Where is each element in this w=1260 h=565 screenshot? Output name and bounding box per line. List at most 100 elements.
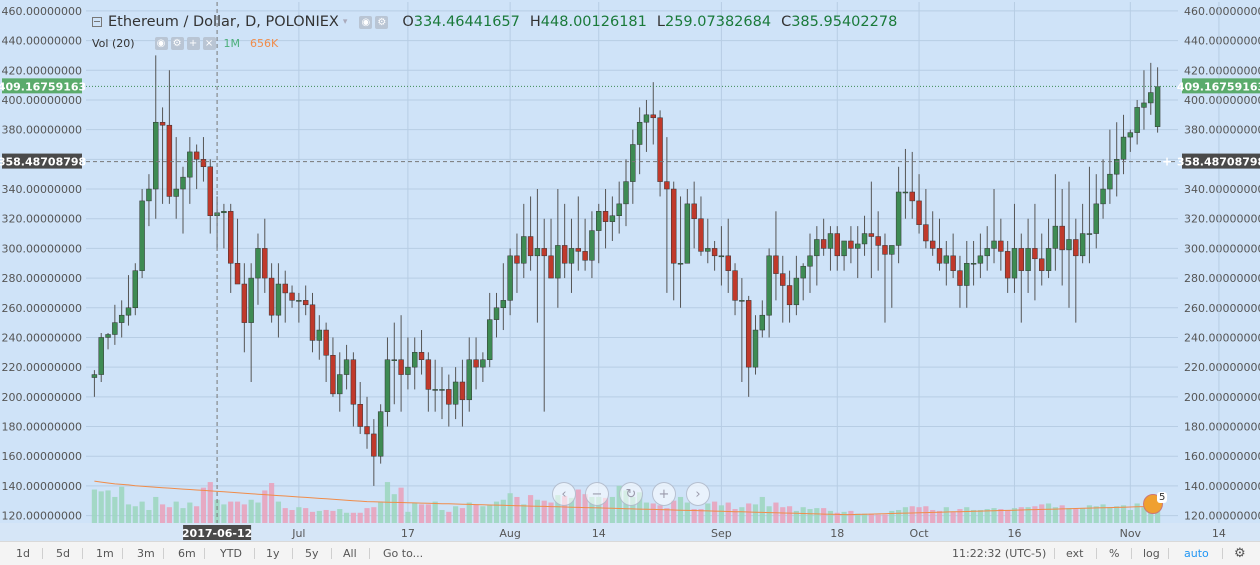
volume-bar — [562, 496, 568, 523]
log-scale-button[interactable]: log — [1143, 547, 1160, 560]
volume-bar — [214, 499, 220, 523]
candle-body — [493, 307, 500, 320]
reset-icon[interactable]: ↻ — [619, 482, 643, 506]
left-axis-tick-label: 460.00000000 — [2, 5, 82, 18]
volume-bar — [398, 487, 404, 523]
candle-body — [432, 389, 438, 391]
volume-bar — [725, 502, 731, 523]
eye-icon[interactable]: ◉ — [359, 15, 373, 29]
flag-count: 5 — [1157, 492, 1168, 503]
volume-bar — [1059, 505, 1065, 523]
close-icon[interactable]: × — [202, 36, 216, 50]
dropdown-icon[interactable]: ▾ — [342, 17, 348, 27]
volume-bar — [1134, 503, 1140, 523]
range-button-3m[interactable]: 3m — [137, 547, 155, 560]
extended-hours-button[interactable]: ext — [1066, 547, 1084, 560]
volume-bar — [309, 511, 316, 523]
range-button-5d[interactable]: 5d — [56, 547, 70, 560]
zoom-out-icon[interactable]: − — [585, 482, 609, 506]
add-alert-icon[interactable]: + — [1162, 155, 1172, 169]
legend-title-row: Ethereum / Dollar, D, POLONIEX ▾ ◉ ⚙ O 3… — [92, 12, 897, 32]
volume-bar — [1148, 507, 1154, 523]
candle-body — [153, 121, 159, 190]
goto-button[interactable]: Go to... — [383, 547, 424, 560]
volume-bar — [527, 495, 534, 523]
symbol-title[interactable]: Ethereum / Dollar, D, POLONIEX — [108, 14, 339, 30]
eye-icon[interactable]: ◉ — [154, 36, 168, 50]
right-axis-tick-label: 280.00000000 — [1184, 272, 1260, 285]
scroll-left-icon[interactable]: ‹ — [552, 482, 576, 506]
candle-body — [1154, 86, 1161, 127]
candle-body — [105, 334, 111, 338]
right-axis-tick-label: 120.00000000 — [1184, 510, 1260, 523]
range-button-1d[interactable]: 1d — [16, 547, 30, 560]
range-button-5y[interactable]: 5y — [305, 547, 319, 560]
volume-bar — [357, 512, 363, 523]
percent-scale-button[interactable]: % — [1109, 547, 1120, 560]
settings-icon[interactable]: ⚙ — [170, 36, 184, 50]
right-axis-tick-label: 140.00000000 — [1184, 480, 1260, 493]
candle-body — [977, 255, 984, 264]
candle-body — [548, 255, 554, 279]
candle-body — [1100, 188, 1106, 205]
candle-body — [936, 248, 943, 264]
close-label: C — [781, 14, 792, 30]
volume-bar — [166, 507, 172, 523]
volume-bar — [916, 507, 922, 523]
volume-bar — [1032, 506, 1038, 523]
volume-bar — [248, 499, 254, 523]
settings-icon[interactable]: ⚙ — [375, 15, 389, 29]
candle-body — [602, 211, 609, 222]
candle-body — [991, 240, 997, 249]
range-button-ytd[interactable]: YTD — [220, 547, 242, 560]
candle-body — [657, 117, 663, 182]
time-axis-tick-label: Aug — [499, 527, 520, 540]
zoom-in-icon[interactable]: + — [652, 482, 676, 506]
left-axis-tick-label: 160.00000000 — [2, 450, 82, 463]
low-label: L — [656, 14, 665, 30]
candle-body — [452, 381, 459, 405]
volume-bar — [875, 514, 881, 523]
time-axis-tick-label: Sep — [711, 527, 732, 540]
gear-icon[interactable]: ⚙ — [1234, 546, 1246, 561]
range-button-all[interactable]: All — [343, 547, 357, 560]
candle-body — [1120, 136, 1127, 160]
price-chart[interactable]: 460.00000000 460.00000000 440.00000000 440.… — [0, 0, 1260, 541]
plot-background[interactable] — [86, 0, 1178, 523]
candle-body — [425, 359, 432, 390]
range-button-6m[interactable]: 6m — [178, 547, 196, 560]
range-button-1y[interactable]: 1y — [266, 547, 280, 560]
volume-bar — [896, 509, 902, 523]
volume-bar — [200, 487, 207, 523]
scroll-right-icon[interactable]: › — [686, 482, 710, 506]
volume-bar — [739, 507, 745, 523]
crosshair-price-label-right: 358.48708798 — [1177, 156, 1260, 169]
candle-body — [98, 337, 104, 375]
left-axis-tick-label: 380.00000000 — [2, 124, 82, 137]
time-axis-background[interactable] — [0, 523, 1260, 541]
right-axis-tick-label: 340.00000000 — [1184, 183, 1260, 196]
right-axis-tick-label: 320.00000000 — [1184, 213, 1260, 226]
volume-bar — [289, 509, 295, 523]
toolbar-divider — [82, 548, 83, 559]
volume-bar — [732, 509, 738, 523]
volume-bar — [943, 507, 949, 523]
candle-body — [1066, 239, 1072, 251]
auto-scale-button[interactable]: auto — [1184, 547, 1209, 560]
candle-body — [439, 389, 445, 391]
volume-bar — [330, 510, 336, 523]
candle-body — [827, 233, 834, 249]
events-flag[interactable]: 5 — [1143, 492, 1179, 516]
volume-bar — [650, 503, 656, 523]
volume-label[interactable]: Vol (20) — [92, 36, 135, 50]
volume-ma-value: 656K — [250, 36, 279, 50]
volume-bar — [487, 505, 493, 523]
collapse-icon[interactable] — [92, 17, 102, 27]
volume-bar — [827, 510, 834, 523]
add-icon[interactable]: + — [186, 36, 200, 50]
volume-bar — [1025, 507, 1031, 523]
range-button-1m[interactable]: 1m — [96, 547, 114, 560]
volume-bar — [746, 503, 752, 523]
candle-body — [902, 191, 909, 194]
